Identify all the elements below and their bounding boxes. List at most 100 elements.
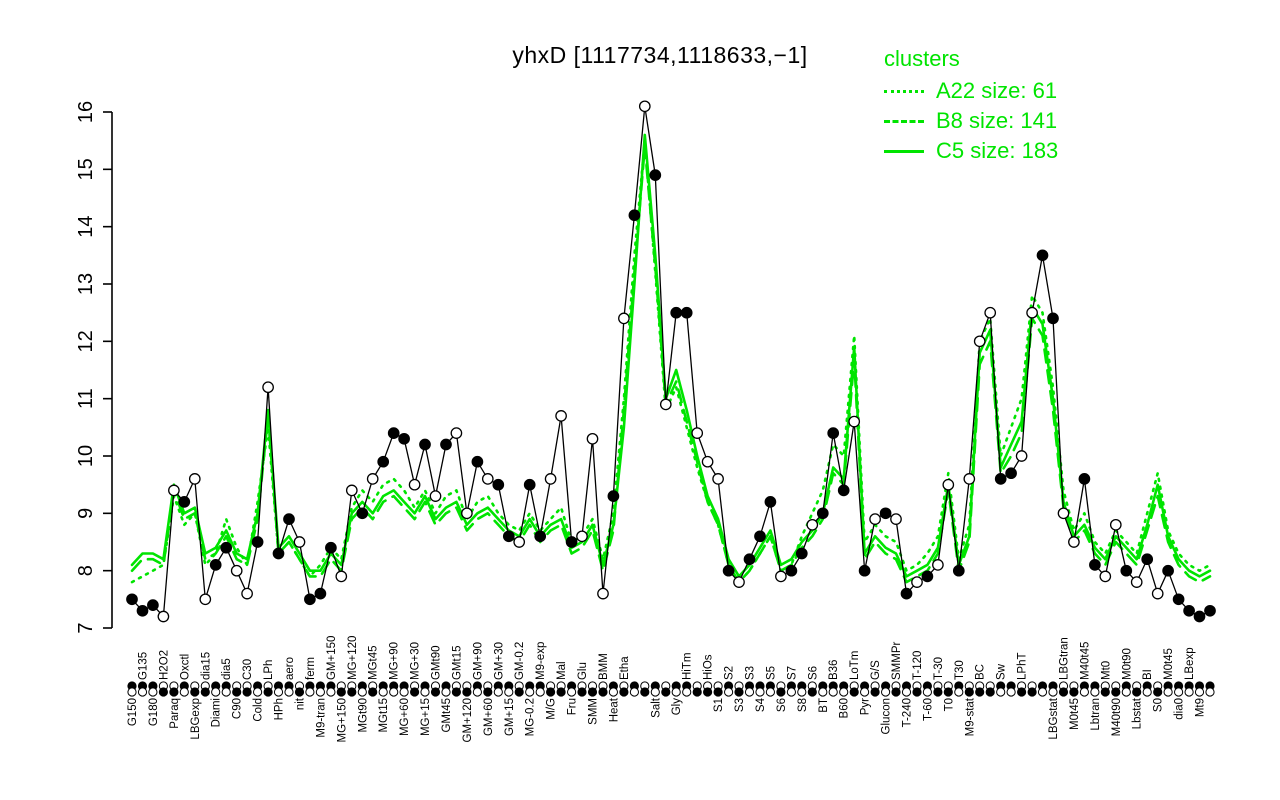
legend-entry-a22: A22 size: 61 [884, 76, 1058, 106]
x-tick-label: M0t45 [1069, 698, 1081, 730]
x-tick-label: Etha [619, 656, 631, 680]
x-tick-label: BMM [598, 653, 610, 680]
legend-entry-c5: C5 size: 183 [884, 136, 1058, 166]
x-tick-label: SMMPr [891, 642, 903, 681]
x-tick-label: GMt45 [441, 698, 453, 733]
x-tick-label: MG+90 [389, 642, 401, 680]
x-tick-label: HiTm [682, 653, 694, 680]
x-tick-label: B60 [839, 698, 851, 718]
legend-entry-a22-label: A22 size: 61 [936, 78, 1058, 103]
x-tick-label: GM+15 [504, 698, 516, 736]
x-tick-label: Paraq [169, 698, 181, 729]
x-tick-label: BI [1142, 669, 1154, 680]
y-tick-label: 9 [75, 508, 97, 519]
y-tick-label: 13 [75, 273, 97, 295]
x-tick-label: GM+90 [472, 642, 484, 680]
x-tick-label: S5 [765, 666, 777, 680]
x-tick-label: LBGexp [190, 698, 202, 740]
x-tick-label: T-120 [912, 651, 924, 680]
legend: clusters A22 size: 61 B8 size: 141 C5 si… [884, 44, 1058, 166]
y-tick-label: 12 [75, 330, 97, 352]
solid-line-sample-icon [884, 149, 924, 153]
x-tick-label: Heat [608, 697, 620, 722]
dashed-line-sample-icon [884, 119, 924, 123]
x-tick-label: Mal [556, 661, 568, 680]
x-tick-label: B36 [828, 660, 840, 680]
x-tick-label: S3 [734, 698, 746, 712]
chart-title: yhxD [1117734,1118633,−1] [512, 42, 808, 68]
x-tick-label: S0 [1153, 698, 1165, 712]
x-tick-label: aero [284, 657, 296, 680]
legend-entry-c5-label: C5 size: 183 [936, 138, 1059, 163]
x-tick-label: G135 [137, 652, 149, 680]
x-tick-label: GM-0.2 [514, 642, 526, 680]
x-tick-label: Diami [211, 698, 223, 727]
x-tick-label: T0 [943, 698, 955, 711]
x-tick-label: Salt [650, 697, 662, 718]
x-tick-label: T30 [954, 660, 966, 680]
x-tick-label: S3 [744, 666, 756, 680]
x-tick-label: BC [975, 664, 987, 680]
x-tick-label: GM+120 [462, 698, 474, 742]
x-tick-label: dia0 [1174, 698, 1186, 720]
x-tick-label: Cold [253, 698, 265, 722]
x-tick-label: MG+150 [336, 698, 348, 742]
x-tick-label: LBexp [1184, 647, 1196, 680]
x-tick-label: S6 [776, 698, 788, 712]
x-tick-label: dia15 [200, 652, 212, 680]
x-tick-label: HPh [274, 698, 286, 720]
x-tick-label: T-240 [901, 698, 913, 727]
x-tick-label: MGt15 [378, 698, 390, 733]
x-tick-label: Glu [577, 662, 589, 680]
x-tick-label: C30 [242, 659, 254, 680]
legend-entry-b8-label: B8 size: 141 [936, 108, 1058, 133]
x-tick-label: M40t90 [1111, 698, 1123, 736]
x-tick-label: Gly [671, 698, 683, 716]
y-tick-label: 8 [75, 565, 97, 576]
x-tick-label: GM+30 [493, 642, 505, 680]
profile-points [126, 100, 1216, 623]
x-tick-label: BT [818, 698, 830, 713]
x-tick-label: ferm [305, 657, 317, 680]
x-tick-label: LPhT [1017, 653, 1029, 681]
x-tick-label: LPh [263, 660, 275, 680]
x-tick-label: GMt90 [431, 645, 443, 680]
x-tick-label: G180 [148, 698, 160, 726]
x-tick-label: Glucon [881, 698, 893, 734]
x-tick-label: M0t45 [1163, 648, 1175, 680]
x-tick-label: dia5 [221, 658, 233, 680]
x-tick-label: HiOs [703, 654, 715, 680]
x-tick-label: S8 [797, 698, 809, 712]
x-tick-label: C90 [232, 698, 244, 719]
condition-marker-row [127, 681, 1215, 697]
legend-entry-b8: B8 size: 141 [884, 106, 1058, 136]
y-tick-label: 11 [75, 388, 97, 409]
x-tick-label: Fru [567, 698, 579, 715]
x-tick-label: MG-0.2 [525, 698, 537, 736]
x-tick-label: S4 [755, 697, 767, 712]
x-tick-label: M9-exp [535, 642, 547, 680]
x-tick-label: LBGtran [1058, 637, 1070, 680]
x-tick-label: LoTm [849, 651, 861, 680]
series-C5 [130, 133, 1212, 578]
x-tick-label: G/S [870, 660, 882, 680]
x-tick-label: Lbtran [1090, 698, 1102, 731]
x-tick-label: S6 [807, 666, 819, 680]
x-tick-label: M0t90 [1121, 648, 1133, 680]
x-tick-label: S2 [724, 666, 736, 680]
x-tick-label: M9-tran [315, 698, 327, 738]
x-tick-label: M9-stat [964, 697, 976, 736]
x-tick-label: MGt90 [357, 698, 369, 733]
x-tick-label: GMt15 [451, 645, 463, 680]
x-tick-label: Mt9 [1195, 698, 1207, 717]
x-tick-label: T-60 [922, 698, 934, 721]
x-tick-label: MG+120 [347, 636, 359, 680]
y-axis: 7 8 9 10 11 12 13 14 15 16 [75, 101, 113, 634]
x-tick-label: MGt45 [368, 645, 380, 680]
x-tick-label: M40t45 [1079, 642, 1091, 680]
x-tick-label: Lbstat [1132, 697, 1144, 729]
x-tick-label: G150 [127, 698, 139, 726]
legend-title: clusters [884, 46, 960, 71]
